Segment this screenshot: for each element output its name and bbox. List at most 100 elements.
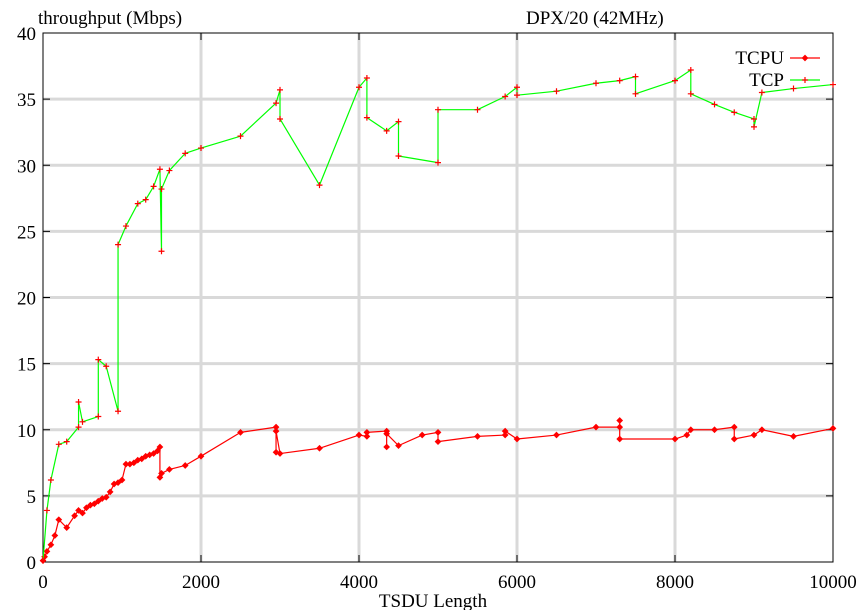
axis-ticks: 0 2000 4000 6000 8000 10000 0 5 10 15 20 25 30 35 40 [17, 24, 857, 593]
data-point-tcpu [616, 435, 624, 443]
y-axis-label: throughput (Mbps) [38, 8, 182, 29]
data-point-tcpu [750, 431, 758, 439]
data-point-tcpu [829, 425, 837, 432]
data-point-tcpu [181, 462, 189, 469]
data-point-tcp [237, 133, 244, 140]
data-point-tcpu [197, 452, 205, 460]
data-point-tcpu [114, 479, 122, 487]
data-point-tcpu [79, 509, 86, 517]
data-point-tcpu [47, 541, 55, 549]
data-point-tcpu [730, 423, 738, 431]
data-point-tcp [95, 356, 102, 363]
data-point-tcpu [75, 507, 82, 514]
data-point-tcp [830, 81, 836, 88]
data-point-tcpu [237, 429, 244, 436]
x-tick-label: 0 [38, 572, 48, 593]
data-point-tcpu [434, 438, 442, 446]
y-tick-label: 30 [17, 156, 36, 177]
data-point-tcp [75, 424, 82, 431]
data-point-tcp [616, 77, 623, 84]
data-point-tcp [198, 145, 204, 152]
data-point-tcpu [355, 431, 363, 439]
data-point-tcp [672, 77, 678, 84]
y-tick-label: 25 [17, 222, 36, 243]
data-point-tcpu [90, 500, 98, 508]
data-point-tcpu [711, 426, 718, 434]
data-point-tcp [363, 114, 370, 121]
data-point-tcpu [138, 455, 146, 463]
data-point-tcp [316, 182, 323, 189]
data-point-tcpu [71, 512, 78, 520]
data-point-tcpu [513, 435, 521, 443]
data-point-tcpu [687, 426, 695, 434]
data-point-tcpu [272, 427, 280, 435]
data-point-tcp [514, 92, 520, 99]
data-point-tcpu [166, 466, 173, 473]
data-point-tcp [75, 398, 82, 405]
data-point-tcp [435, 159, 441, 166]
data-point-tcp [514, 84, 520, 91]
data-point-tcp [731, 109, 738, 116]
data-point-tcp [142, 196, 149, 203]
data-point-tcpu [272, 448, 280, 456]
data-point-tcp [158, 248, 165, 255]
data-point-tcp [166, 167, 173, 174]
data-point-tcpu [418, 431, 426, 439]
legend-label-tcp: TCP [749, 70, 784, 91]
data-point-tcpu [276, 450, 284, 457]
data-point-tcp [43, 507, 50, 514]
y-tick-label: 0 [27, 553, 37, 574]
data-point-tcpu [434, 429, 442, 436]
data-point-tcpu [553, 431, 560, 439]
data-point-tcp [55, 441, 62, 448]
y-tick-label: 20 [17, 289, 36, 310]
data-point-tcp [134, 200, 141, 207]
data-point-tcp [687, 90, 694, 97]
x-axis-label: TSDU Length [379, 591, 488, 610]
data-point-tcpu [158, 470, 165, 477]
data-point-tcp [687, 67, 694, 74]
data-point-tcpu [592, 423, 600, 431]
data-point-tcpu [616, 423, 624, 431]
data-point-tcp [115, 241, 122, 248]
data-point-tcp [277, 86, 283, 93]
data-point-tcpu [395, 442, 402, 449]
data-point-tcpu [55, 516, 63, 524]
data-point-tcp [158, 186, 165, 193]
data-point-tcpu [683, 431, 691, 439]
data-point-tcp [156, 166, 163, 173]
series-line-tcp [42, 69, 834, 561]
data-point-tcp [95, 413, 102, 420]
data-point-tcp [115, 408, 122, 415]
data-point-tcp [593, 80, 599, 87]
series-tcp [40, 67, 836, 564]
data-point-tcpu [150, 450, 157, 457]
data-point-tcpu [383, 443, 391, 451]
data-point-tcp [711, 101, 718, 108]
data-point-tcp [63, 438, 70, 445]
legend-marker-tcp [802, 77, 808, 83]
data-point-tcpu [316, 444, 323, 452]
y-tick-label: 15 [17, 355, 36, 376]
data-point-tcpu [154, 447, 161, 455]
data-point-tcp [395, 118, 402, 125]
data-point-tcpu [363, 429, 371, 436]
data-point-tcpu [130, 459, 138, 467]
x-tick-label: 6000 [498, 572, 536, 593]
data-point-tcp [356, 84, 362, 91]
data-point-tcp [751, 115, 757, 122]
data-point-tcp [47, 477, 54, 484]
y-tick-label: 5 [27, 487, 37, 508]
data-point-tcp [553, 88, 560, 95]
x-tick-label: 4000 [340, 572, 378, 593]
data-point-tcpu [118, 476, 126, 484]
data-point-tcpu [501, 427, 509, 435]
data-point-tcp [383, 127, 390, 134]
data-point-tcp [273, 100, 280, 107]
legend-label-tcpu: TCPU [735, 48, 784, 69]
data-point-tcpu [83, 504, 90, 512]
data-point-tcp [40, 557, 46, 564]
x-tick-label: 10000 [809, 572, 857, 593]
data-point-tcp [790, 85, 797, 92]
